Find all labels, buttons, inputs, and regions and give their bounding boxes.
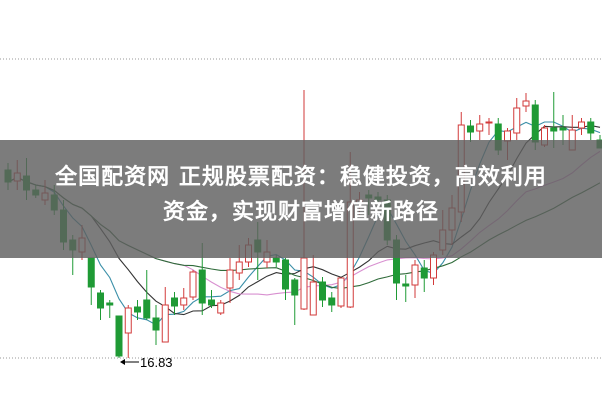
candle — [513, 98, 521, 140]
candle — [420, 260, 428, 292]
candle-body — [198, 269, 206, 304]
candle-body — [106, 302, 114, 306]
candle-body — [513, 107, 521, 134]
candle — [87, 257, 95, 305]
candle — [152, 305, 160, 345]
candle — [522, 93, 530, 112]
title-banner — [0, 140, 602, 258]
candle-body — [550, 127, 558, 132]
low-annotation: 16.83 — [120, 355, 173, 370]
candle-body — [300, 257, 308, 310]
candle — [319, 277, 326, 307]
candle — [217, 300, 225, 315]
candle — [180, 288, 188, 310]
candle — [328, 292, 336, 312]
candle-body — [87, 257, 95, 288]
candle — [208, 290, 215, 308]
candle-body — [124, 307, 132, 334]
candle — [124, 305, 132, 358]
candle — [106, 300, 114, 318]
candle — [291, 278, 299, 325]
candle — [550, 92, 558, 148]
candle-body — [430, 254, 437, 279]
candle-body — [152, 317, 160, 331]
candle-body — [328, 297, 336, 306]
article-title: 全国配资网 正规股票配资：稳健投资，高效利用 资金，实现财富增值新路径 — [0, 160, 602, 230]
candle-body — [115, 315, 123, 357]
candle — [226, 258, 234, 303]
candle-body — [226, 269, 234, 289]
candle — [309, 255, 317, 316]
candle-body — [587, 121, 595, 134]
low-arrowhead-icon — [120, 359, 125, 365]
candle-body — [467, 125, 474, 133]
candle — [189, 270, 197, 300]
candle-body — [411, 264, 419, 286]
candle-body — [578, 121, 585, 129]
low-price-label: 16.83 — [140, 355, 173, 370]
candle — [402, 275, 410, 302]
candle-body — [235, 261, 243, 274]
candle-body — [476, 123, 484, 132]
candle-body — [522, 100, 530, 107]
candle — [282, 258, 289, 300]
title-line-1: 全国配资网 正规股票配资：稳健投资，高效利用 — [55, 165, 547, 190]
candle-body — [337, 277, 345, 307]
candle — [476, 115, 484, 140]
candle-body — [420, 267, 428, 279]
candle-body — [97, 292, 104, 309]
candle-body — [272, 257, 280, 263]
candle — [467, 120, 474, 142]
candle-body — [217, 302, 225, 314]
candle — [411, 260, 419, 298]
title-line-2: 资金，实现财富增值新路径 — [162, 200, 439, 225]
candle-body — [559, 127, 567, 131]
candle-body — [134, 306, 141, 313]
candle-body — [319, 281, 326, 301]
candle-body — [485, 121, 493, 124]
candle-body — [282, 259, 289, 290]
candle-body — [291, 279, 299, 296]
candle — [578, 118, 585, 135]
candle-body — [208, 299, 215, 306]
candle-body — [143, 299, 151, 319]
candle-body — [189, 271, 197, 298]
candle — [161, 287, 169, 343]
candle-body — [402, 283, 410, 287]
candle — [171, 292, 178, 315]
candle-body — [531, 104, 539, 143]
candle — [587, 118, 595, 140]
candle — [337, 277, 345, 308]
candle — [97, 290, 104, 320]
candle — [485, 118, 493, 135]
candle-body — [171, 297, 178, 307]
candle — [143, 270, 151, 320]
candle — [134, 300, 141, 320]
candle-body — [180, 297, 188, 306]
candle — [115, 315, 123, 358]
candle-body — [309, 281, 317, 316]
candle-body — [161, 304, 169, 343]
